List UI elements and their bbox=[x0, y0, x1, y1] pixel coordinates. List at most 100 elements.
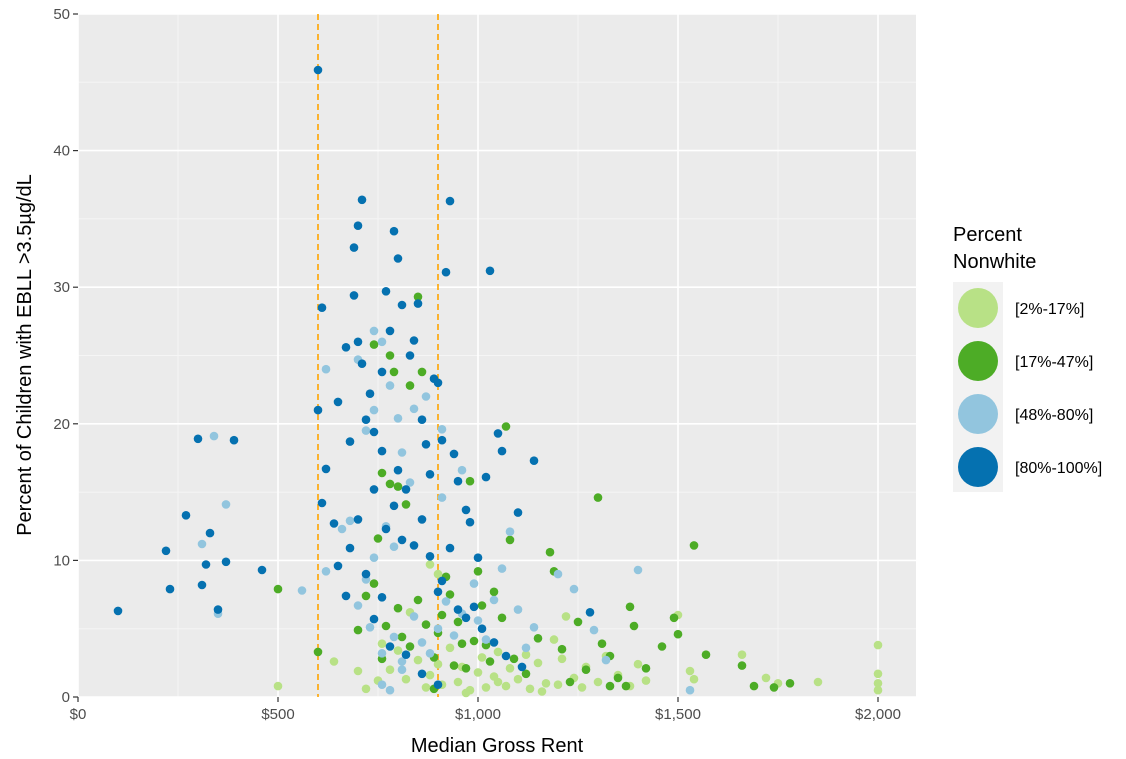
data-point-1 bbox=[417, 367, 427, 377]
data-point-3 bbox=[381, 287, 391, 296]
y-axis-title: Percent of Children with EBLL >3.5µg/dL bbox=[14, 174, 36, 536]
data-point-3 bbox=[377, 446, 387, 456]
data-point-3 bbox=[489, 638, 499, 647]
data-point-0 bbox=[361, 684, 371, 694]
legend-label-0: [2%-17%] bbox=[1015, 301, 1084, 318]
legend-key-0 bbox=[958, 288, 998, 328]
data-point-1 bbox=[273, 584, 283, 594]
x-tick-label: $2,000 bbox=[855, 706, 901, 723]
legend: Percent Nonwhite [2%-17%] [17%-47%] [48%-8… bbox=[953, 224, 1102, 492]
data-point-3 bbox=[409, 541, 419, 550]
data-point-3 bbox=[321, 464, 331, 474]
data-point-0 bbox=[393, 646, 403, 655]
data-point-3 bbox=[437, 576, 447, 586]
data-point-2 bbox=[633, 565, 643, 575]
data-point-3 bbox=[417, 515, 427, 524]
data-point-1 bbox=[413, 292, 423, 302]
data-point-3 bbox=[353, 221, 363, 230]
data-point-1 bbox=[613, 673, 623, 683]
data-point-1 bbox=[737, 661, 747, 670]
data-point-1 bbox=[421, 620, 431, 629]
data-point-3 bbox=[493, 429, 503, 438]
x-tick-label: $1,000 bbox=[455, 706, 501, 723]
data-point-1 bbox=[449, 661, 459, 670]
data-point-1 bbox=[545, 547, 555, 557]
data-point-0 bbox=[453, 677, 463, 687]
data-point-1 bbox=[457, 639, 467, 648]
data-point-2 bbox=[481, 635, 491, 644]
data-point-3 bbox=[113, 606, 123, 616]
data-point-2 bbox=[377, 649, 387, 658]
data-point-3 bbox=[221, 557, 231, 567]
data-point-2 bbox=[589, 625, 599, 635]
data-point-3 bbox=[465, 517, 475, 527]
data-point-1 bbox=[521, 669, 531, 679]
data-point-1 bbox=[785, 679, 795, 688]
data-point-1 bbox=[461, 664, 471, 673]
legend-items: [2%-17%] [17%-47%] [48%-80%] [80%-100%] bbox=[958, 288, 1102, 487]
data-point-3 bbox=[397, 535, 407, 545]
data-point-0 bbox=[425, 560, 435, 569]
data-point-3 bbox=[485, 266, 495, 276]
legend-label-2: [48%-80%] bbox=[1015, 407, 1093, 424]
data-point-1 bbox=[605, 681, 615, 691]
data-point-3 bbox=[385, 642, 395, 651]
data-point-1 bbox=[453, 617, 463, 627]
data-point-2 bbox=[457, 465, 467, 475]
data-point-1 bbox=[413, 595, 423, 605]
data-point-0 bbox=[541, 679, 551, 688]
data-point-3 bbox=[341, 343, 351, 352]
data-point-2 bbox=[297, 586, 307, 595]
data-point-3 bbox=[369, 485, 379, 494]
data-point-0 bbox=[385, 665, 395, 674]
data-point-1 bbox=[473, 567, 483, 576]
data-point-3 bbox=[449, 449, 459, 459]
data-point-1 bbox=[465, 476, 475, 486]
data-point-1 bbox=[621, 681, 631, 691]
data-point-3 bbox=[501, 651, 511, 661]
data-point-3 bbox=[437, 435, 447, 445]
data-point-3 bbox=[341, 591, 351, 601]
data-point-2 bbox=[209, 431, 219, 441]
data-point-2 bbox=[369, 326, 379, 336]
data-point-0 bbox=[633, 659, 643, 669]
data-point-2 bbox=[353, 601, 363, 610]
data-point-1 bbox=[485, 657, 495, 666]
data-point-3 bbox=[229, 435, 239, 445]
data-point-3 bbox=[445, 196, 455, 206]
data-point-3 bbox=[461, 505, 471, 515]
data-point-0 bbox=[461, 688, 471, 698]
data-point-3 bbox=[385, 326, 395, 336]
data-point-1 bbox=[669, 613, 679, 623]
data-point-2 bbox=[449, 631, 459, 640]
data-point-3 bbox=[393, 465, 403, 475]
data-point-0 bbox=[533, 658, 543, 668]
data-point-1 bbox=[689, 541, 699, 550]
data-point-3 bbox=[445, 543, 455, 553]
data-point-3 bbox=[329, 519, 339, 528]
data-point-3 bbox=[389, 226, 399, 236]
data-point-1 bbox=[405, 642, 415, 651]
data-point-2 bbox=[441, 597, 451, 606]
data-point-2 bbox=[421, 392, 431, 401]
data-point-2 bbox=[497, 564, 507, 573]
data-point-3 bbox=[369, 614, 379, 624]
data-point-0 bbox=[493, 677, 503, 687]
data-point-3 bbox=[441, 267, 451, 277]
data-point-3 bbox=[313, 405, 323, 415]
data-point-3 bbox=[353, 337, 363, 347]
data-point-3 bbox=[401, 650, 411, 659]
data-point-0 bbox=[353, 666, 363, 676]
data-point-3 bbox=[357, 195, 367, 205]
legend-key-3 bbox=[958, 447, 998, 487]
data-point-0 bbox=[401, 674, 411, 684]
data-point-3 bbox=[409, 336, 419, 345]
y-tick-label: 30 bbox=[53, 279, 70, 296]
data-point-2 bbox=[385, 685, 395, 695]
legend-title-line-2: Nonwhite bbox=[953, 251, 1036, 273]
data-point-1 bbox=[641, 664, 651, 673]
data-point-1 bbox=[597, 639, 607, 648]
data-point-2 bbox=[417, 638, 427, 647]
data-point-1 bbox=[377, 468, 387, 478]
data-point-1 bbox=[373, 534, 383, 543]
